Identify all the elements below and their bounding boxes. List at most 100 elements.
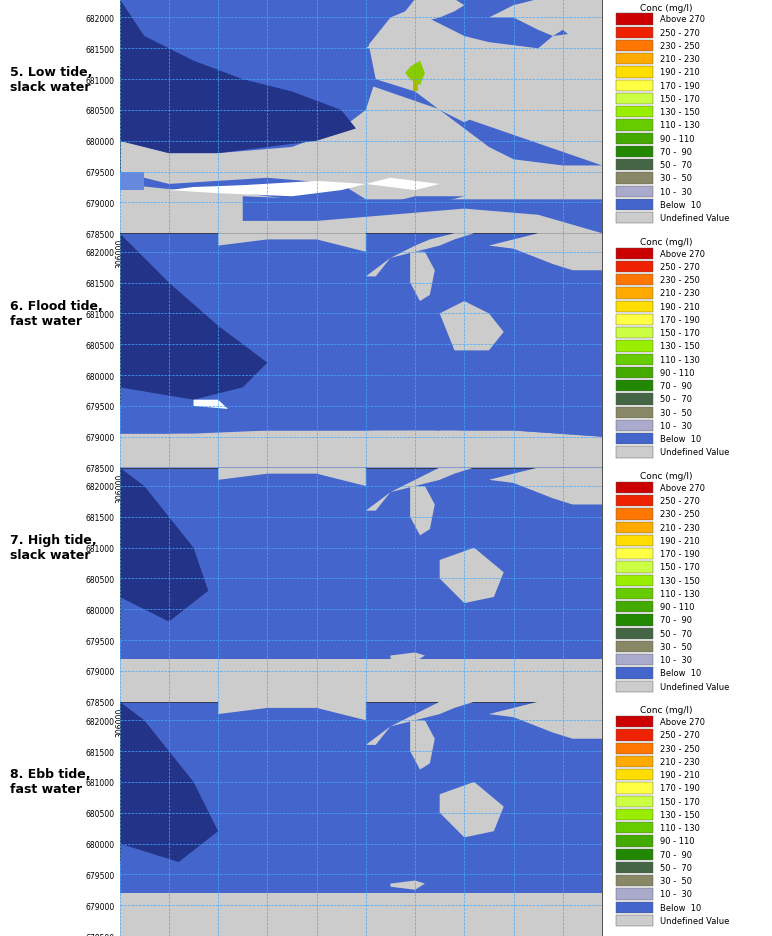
Text: 90 - 110: 90 - 110 [660,369,694,377]
Bar [616,301,653,313]
Polygon shape [120,191,602,234]
Bar [616,248,653,259]
Polygon shape [405,62,425,86]
Text: 110 - 130: 110 - 130 [660,824,699,832]
Text: 10 -  30: 10 - 30 [660,421,692,431]
Text: 70 -  90: 70 - 90 [660,850,692,858]
Bar [616,160,653,171]
Polygon shape [405,19,435,80]
Text: 230 - 250: 230 - 250 [660,276,699,285]
Bar [616,212,653,224]
Bar [616,562,653,573]
Polygon shape [489,0,602,43]
Bar [616,588,653,599]
Text: Conc (mg/l): Conc (mg/l) [639,238,692,246]
Text: 30 -  50: 30 - 50 [660,642,692,651]
Bar [616,354,653,365]
Bar [616,107,653,118]
Text: 150 - 170: 150 - 170 [660,797,699,806]
Bar [616,575,653,586]
Text: 90 - 110: 90 - 110 [660,837,694,845]
Polygon shape [169,182,366,197]
Bar [616,782,653,794]
Bar [616,341,653,352]
Polygon shape [120,172,144,191]
Bar [616,548,653,560]
Polygon shape [218,234,366,253]
Bar [616,288,653,300]
Text: 250 - 270: 250 - 270 [660,731,699,739]
Text: Undefined Value: Undefined Value [660,448,730,457]
Text: Below  10: Below 10 [660,434,701,444]
Text: 130 - 150: 130 - 150 [660,108,699,117]
Bar [616,199,653,211]
Polygon shape [410,253,435,301]
Bar [616,875,653,886]
Text: 170 - 190: 170 - 190 [660,315,699,325]
Text: 70 -  90: 70 - 90 [660,616,692,624]
Bar [616,862,653,873]
Bar [616,186,653,197]
Text: 230 - 250: 230 - 250 [660,510,699,519]
Text: 10 -  30: 10 - 30 [660,655,692,665]
Bar [616,314,653,326]
Bar [616,54,653,66]
Bar [616,14,653,25]
Text: Undefined Value: Undefined Value [660,682,730,691]
Polygon shape [440,548,503,604]
Polygon shape [120,234,267,401]
Polygon shape [218,702,366,721]
Polygon shape [120,0,356,154]
Bar [616,120,653,131]
Bar [616,522,653,534]
Bar [616,94,653,105]
Bar [616,796,653,807]
Text: 110 - 130: 110 - 130 [660,122,699,130]
Polygon shape [391,652,425,662]
Polygon shape [410,487,435,535]
Text: Undefined Value: Undefined Value [660,916,730,925]
Text: 50 -  70: 50 - 70 [660,863,692,872]
Bar [616,654,653,665]
Text: 210 - 230: 210 - 230 [660,55,699,64]
Text: 150 - 170: 150 - 170 [660,563,699,572]
Text: 90 - 110: 90 - 110 [660,603,694,611]
Polygon shape [440,301,503,351]
Polygon shape [440,782,503,838]
Text: 190 - 210: 190 - 210 [660,68,699,78]
Polygon shape [120,0,376,154]
Bar [616,901,653,913]
Text: 250 - 270: 250 - 270 [660,497,699,505]
Polygon shape [366,702,474,745]
Text: 10 -  30: 10 - 30 [660,889,692,899]
Text: Below  10: Below 10 [660,668,701,678]
Polygon shape [366,468,474,511]
Text: Below  10: Below 10 [660,200,701,210]
Bar [616,261,653,272]
Text: 210 - 230: 210 - 230 [660,289,699,298]
Text: 110 - 130: 110 - 130 [660,356,699,364]
Text: 130 - 150: 130 - 150 [660,810,699,819]
Text: 8. Ebb tide,
fast water: 8. Ebb tide, fast water [9,768,90,796]
Polygon shape [242,197,602,234]
Polygon shape [489,234,602,271]
Text: 150 - 170: 150 - 170 [660,95,699,104]
Bar [616,914,653,926]
Text: 230 - 250: 230 - 250 [660,42,699,51]
Text: 190 - 210: 190 - 210 [660,770,699,780]
Polygon shape [489,702,602,739]
Bar [616,275,653,286]
Polygon shape [120,406,602,437]
Polygon shape [120,659,602,702]
Bar [616,394,653,405]
Text: 190 - 210: 190 - 210 [660,536,699,546]
Bar [616,822,653,833]
Bar [616,769,653,781]
Text: Above 270: Above 270 [660,717,705,726]
Text: 50 -  70: 50 - 70 [660,629,692,638]
Polygon shape [120,234,602,468]
Polygon shape [366,418,464,431]
Polygon shape [120,893,602,936]
Text: 250 - 270: 250 - 270 [660,263,699,271]
Text: 70 -  90: 70 - 90 [660,382,692,390]
